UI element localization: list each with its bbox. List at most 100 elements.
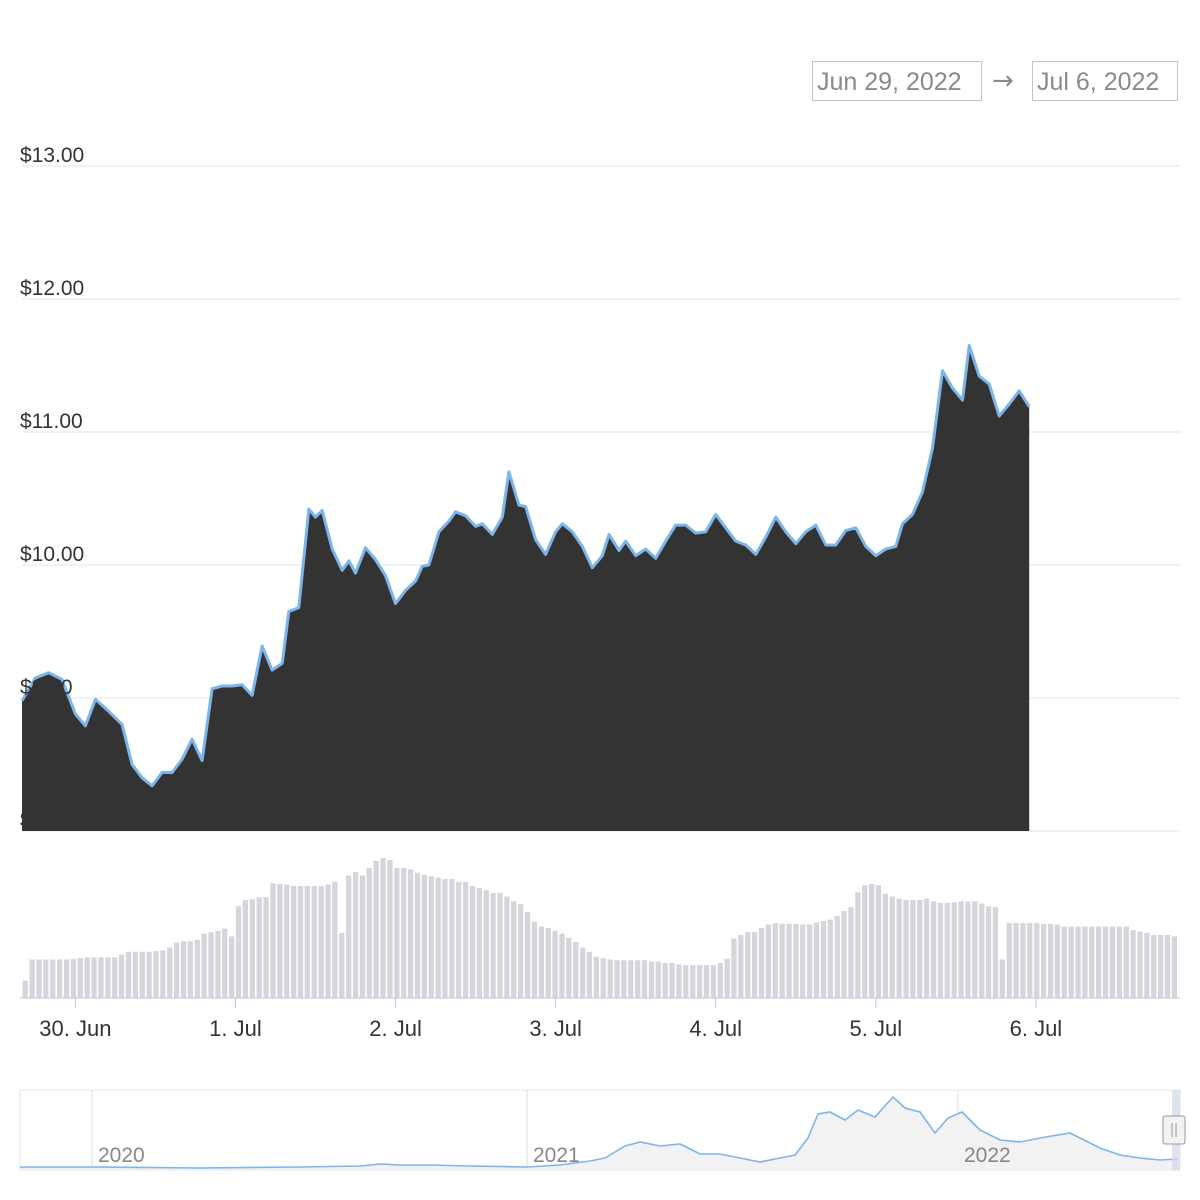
volume-bar xyxy=(1041,923,1047,998)
volume-bar xyxy=(1006,923,1012,998)
volume-bar xyxy=(848,907,854,998)
volume-bar xyxy=(105,957,111,998)
volume-bar xyxy=(29,959,35,998)
volume-bar xyxy=(201,933,207,998)
volume-bar xyxy=(1171,936,1177,998)
volume-bar xyxy=(731,938,737,998)
volume-bar xyxy=(469,886,476,998)
volume-bar xyxy=(683,965,689,998)
volume-bar xyxy=(146,951,152,998)
navigator-label-2022: 2022 xyxy=(964,1144,1011,1167)
volume-bar xyxy=(834,916,840,998)
navigator-area xyxy=(20,1097,1178,1170)
volume-bar xyxy=(125,951,132,998)
y-axis-labels: $8.00 $9.00 $10.00 $11.00 $12.00 $13.00 xyxy=(20,144,84,832)
y-tick-label: $11.00 xyxy=(20,410,83,433)
volume-bar xyxy=(917,900,923,998)
volume-bar xyxy=(511,901,517,998)
volume-bar xyxy=(600,958,606,998)
volume-bar xyxy=(346,875,352,998)
y-tick-label: $12.00 xyxy=(20,277,84,300)
volume-bar xyxy=(70,958,77,998)
volume-bar xyxy=(999,959,1005,998)
volume-bar xyxy=(1075,926,1081,998)
volume-bar xyxy=(1020,923,1026,998)
volume-bar xyxy=(696,965,703,998)
volume-bar xyxy=(1137,931,1143,998)
volume-bar xyxy=(291,886,297,998)
volume-bar xyxy=(249,899,255,998)
volume-bar xyxy=(1027,923,1033,998)
volume-bar xyxy=(648,961,655,998)
navigator-handle[interactable] xyxy=(1162,1115,1186,1145)
volume-bar xyxy=(930,901,937,998)
range-arrow: → xyxy=(992,66,1014,96)
volume-bar xyxy=(394,867,400,998)
volume-bar xyxy=(339,932,345,998)
volume-bar xyxy=(476,888,482,998)
x-tick-label: 6. Jul xyxy=(1010,1016,1063,1041)
x-tick-label: 4. Jul xyxy=(689,1016,742,1041)
volume-bar xyxy=(1082,926,1088,998)
volume-bar xyxy=(180,941,187,998)
volume-bar xyxy=(621,960,627,998)
volume-bar xyxy=(765,924,771,998)
price-area xyxy=(22,345,1030,831)
volume-bar xyxy=(800,924,806,998)
volume-bar xyxy=(304,886,310,998)
volume-bar xyxy=(428,876,434,998)
x-tick-label: 3. Jul xyxy=(529,1016,582,1041)
volume-bar xyxy=(50,959,56,998)
volume-bar xyxy=(896,898,902,998)
range-from-input[interactable]: Jun 29, 2022 xyxy=(812,61,982,101)
volume-bar xyxy=(112,957,118,998)
volume-bar xyxy=(951,902,957,998)
volume-bar xyxy=(752,932,758,998)
volume-bar xyxy=(215,930,221,998)
range-to-input[interactable]: Jul 6, 2022 xyxy=(1032,61,1178,101)
volume-bar xyxy=(1123,926,1129,998)
volume-bars xyxy=(22,858,1177,998)
volume-bar xyxy=(710,965,716,998)
volume-bar xyxy=(669,963,675,998)
volume-bar xyxy=(580,947,586,998)
volume-bar xyxy=(1096,926,1102,998)
volume-bar xyxy=(1013,923,1019,998)
volume-bar xyxy=(160,950,166,998)
volume-bar xyxy=(36,959,42,998)
volume-bar xyxy=(1047,923,1054,998)
volume-bar xyxy=(263,897,269,998)
volume-bar xyxy=(628,960,634,998)
volume-bar xyxy=(869,883,875,998)
volume-bar xyxy=(635,960,641,998)
navigator-label-2020: 2020 xyxy=(98,1144,145,1167)
volume-bar xyxy=(359,875,366,998)
volume-bar xyxy=(1102,926,1109,998)
volume-bar xyxy=(944,902,950,998)
volume-bar xyxy=(57,959,63,998)
x-tick-label: 5. Jul xyxy=(850,1016,903,1041)
volume-bar xyxy=(497,893,503,998)
volume-bar xyxy=(1034,923,1040,998)
volume-bar xyxy=(524,911,531,998)
volume-bar xyxy=(373,860,379,998)
volume-bar xyxy=(174,942,180,998)
volume-bar xyxy=(407,869,414,998)
volume-bar xyxy=(442,879,448,998)
volume-bar xyxy=(875,885,882,998)
x-tick-label: 30. Jun xyxy=(39,1016,111,1041)
navigator[interactable]: 2020 2021 2022 xyxy=(19,1089,1186,1171)
volume-bar xyxy=(841,911,847,998)
volume-bar xyxy=(1054,924,1060,998)
volume-bar xyxy=(813,922,820,998)
volume-bar xyxy=(614,960,620,998)
volume-bar xyxy=(937,902,944,998)
volume-bar xyxy=(22,980,28,998)
volume-bar xyxy=(43,959,49,998)
volume-bar xyxy=(745,932,751,998)
volume-bar xyxy=(208,932,214,998)
navigator-line xyxy=(20,1095,1179,1169)
volume-bar xyxy=(483,890,489,998)
volume-bar xyxy=(139,951,145,998)
